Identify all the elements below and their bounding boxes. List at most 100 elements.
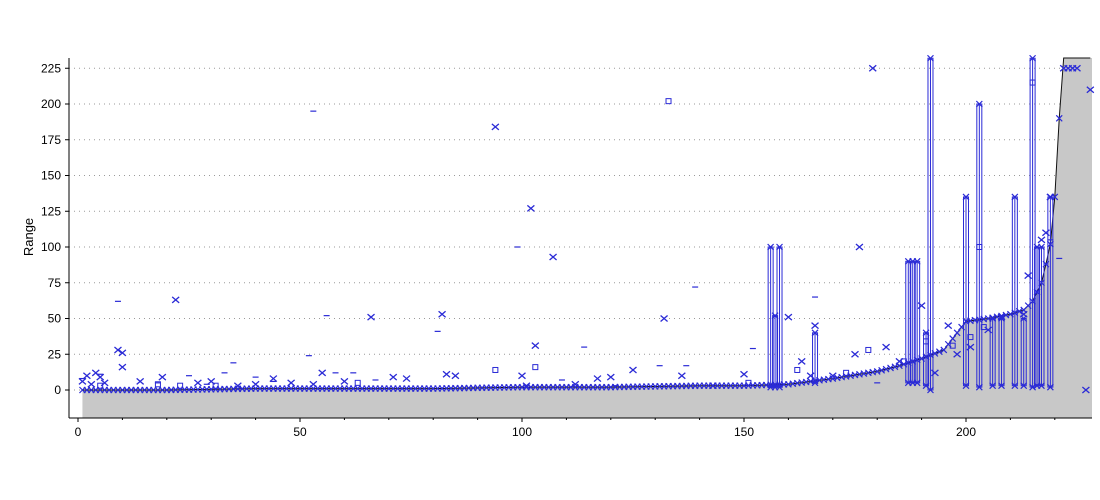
outlier-x-marker [531, 342, 540, 350]
outlier-x-marker [1046, 193, 1055, 201]
outlier-x-marker [526, 204, 535, 212]
baseline-marker [935, 348, 943, 356]
outlier-x-marker [491, 123, 500, 131]
range-bar-low-marker [1038, 382, 1045, 390]
outlier-x-marker [828, 372, 837, 380]
range-bar-low-marker [913, 379, 921, 387]
range-bar-low-marker [998, 382, 1005, 390]
outlier-x-marker [660, 315, 669, 322]
outlier-x-marker [1041, 229, 1050, 237]
x-tick-label: 200 [956, 425, 976, 439]
outlier-x-marker [811, 322, 819, 330]
outlier-x-marker [442, 370, 451, 378]
range-bar-low-marker [927, 386, 934, 394]
outlier-x-marker [402, 375, 411, 383]
range-bar-high-marker [767, 243, 775, 251]
range-bar-low-marker [989, 382, 997, 390]
outlier-x-marker [114, 346, 122, 354]
gridlines [69, 67, 1092, 391]
outlier-x-marker [193, 379, 202, 387]
x-tick-label: 50 [293, 425, 307, 439]
axes: 0 25 50 75 100 125 150 175 200 225 0 50 100 150 200 [41, 58, 1092, 439]
x-tick-label: 150 [734, 425, 754, 439]
outlier-x-marker [1037, 236, 1046, 244]
outlier-x-marker [78, 377, 87, 385]
y-axis-title: Range [21, 218, 36, 256]
outlier-box-marker [354, 379, 361, 386]
outlier-x-marker [629, 366, 637, 374]
outlier-x-marker [917, 302, 926, 310]
range-bar-low-marker [1011, 382, 1019, 390]
outlier-box-marker [492, 366, 499, 373]
outlier-x-marker [855, 243, 864, 251]
outlier-x-marker [868, 64, 877, 72]
area-line [82, 57, 1091, 391]
outlier-x-marker [96, 373, 105, 381]
outlier-x-marker [571, 380, 580, 388]
outlier-x-marker [318, 369, 327, 377]
y-tick-label: 100 [41, 240, 61, 254]
range-bar-high-marker [998, 315, 1005, 322]
range-bar-low-marker [1020, 382, 1028, 390]
y-tick-label: 175 [41, 133, 61, 147]
outlier-x-marker [1073, 64, 1081, 72]
outlier-x-marker [1086, 86, 1095, 94]
outlier-x-marker [797, 357, 806, 365]
range-bar-high-marker [1038, 243, 1045, 251]
range-bar-low-marker [975, 383, 983, 391]
y-tick-label: 150 [41, 169, 61, 183]
outlier-x-marker [269, 375, 278, 383]
outlier-x-marker [171, 296, 180, 304]
outlier-box-marker [177, 382, 184, 389]
baseline-marker [949, 335, 957, 342]
x-tick-label: 0 [75, 425, 82, 439]
outlier-box-marker [1029, 79, 1036, 86]
y-tick-label: 225 [41, 61, 61, 75]
outlier-x-marker [953, 350, 962, 358]
outlier-x-marker [882, 343, 891, 351]
outlier-x-marker [367, 313, 375, 321]
outlier-x-marker [340, 377, 349, 385]
outlier-x-marker [1019, 310, 1028, 318]
area-fill [82, 58, 1092, 418]
outlier-x-marker [87, 380, 96, 388]
outlier-box-marker [97, 382, 104, 389]
outlier-x-marker [136, 377, 145, 385]
range-bar-low-marker [811, 379, 819, 387]
outlier-x-marker [708, 382, 717, 390]
range-bar-low-marker [776, 383, 783, 391]
x-tick-label: 100 [512, 425, 532, 439]
y-tick-label: 50 [48, 312, 62, 326]
outlier-x-marker [82, 372, 91, 380]
outlier-x-marker [518, 372, 526, 380]
range-bar-high-marker [927, 54, 934, 62]
outlier-x-marker [118, 349, 127, 357]
outlier-x-marker [966, 343, 975, 351]
range-bar-high-marker [1029, 54, 1037, 62]
outlier-x-marker [158, 373, 167, 381]
outlier-x-marker [944, 322, 953, 330]
y-tick-label: 75 [48, 276, 62, 290]
outlier-box-marker [154, 381, 161, 388]
outlier-x-marker [389, 373, 398, 381]
data-marks [78, 54, 1095, 394]
range-bar-high-marker [989, 315, 997, 322]
outlier-x-marker [677, 372, 686, 380]
outlier-x-marker [593, 375, 602, 383]
y-tick-label: 0 [54, 383, 61, 397]
baseline-marker [953, 329, 961, 337]
outlier-box-marker [865, 346, 872, 353]
outlier-box-marker [923, 338, 930, 345]
outlier-x-marker [233, 382, 242, 390]
outlier-x-marker [118, 363, 127, 371]
outlier-box-marker [843, 369, 850, 376]
range-bar-high-marker [962, 193, 970, 201]
outlier-x-marker [784, 313, 793, 321]
outlier-x-marker [251, 380, 260, 388]
outlier-x-marker [1081, 386, 1090, 394]
range-bar-low-marker [1046, 383, 1054, 391]
outlier-x-marker [1024, 272, 1033, 280]
outlier-x-marker [309, 380, 318, 388]
outlier-box-marker [532, 364, 539, 371]
